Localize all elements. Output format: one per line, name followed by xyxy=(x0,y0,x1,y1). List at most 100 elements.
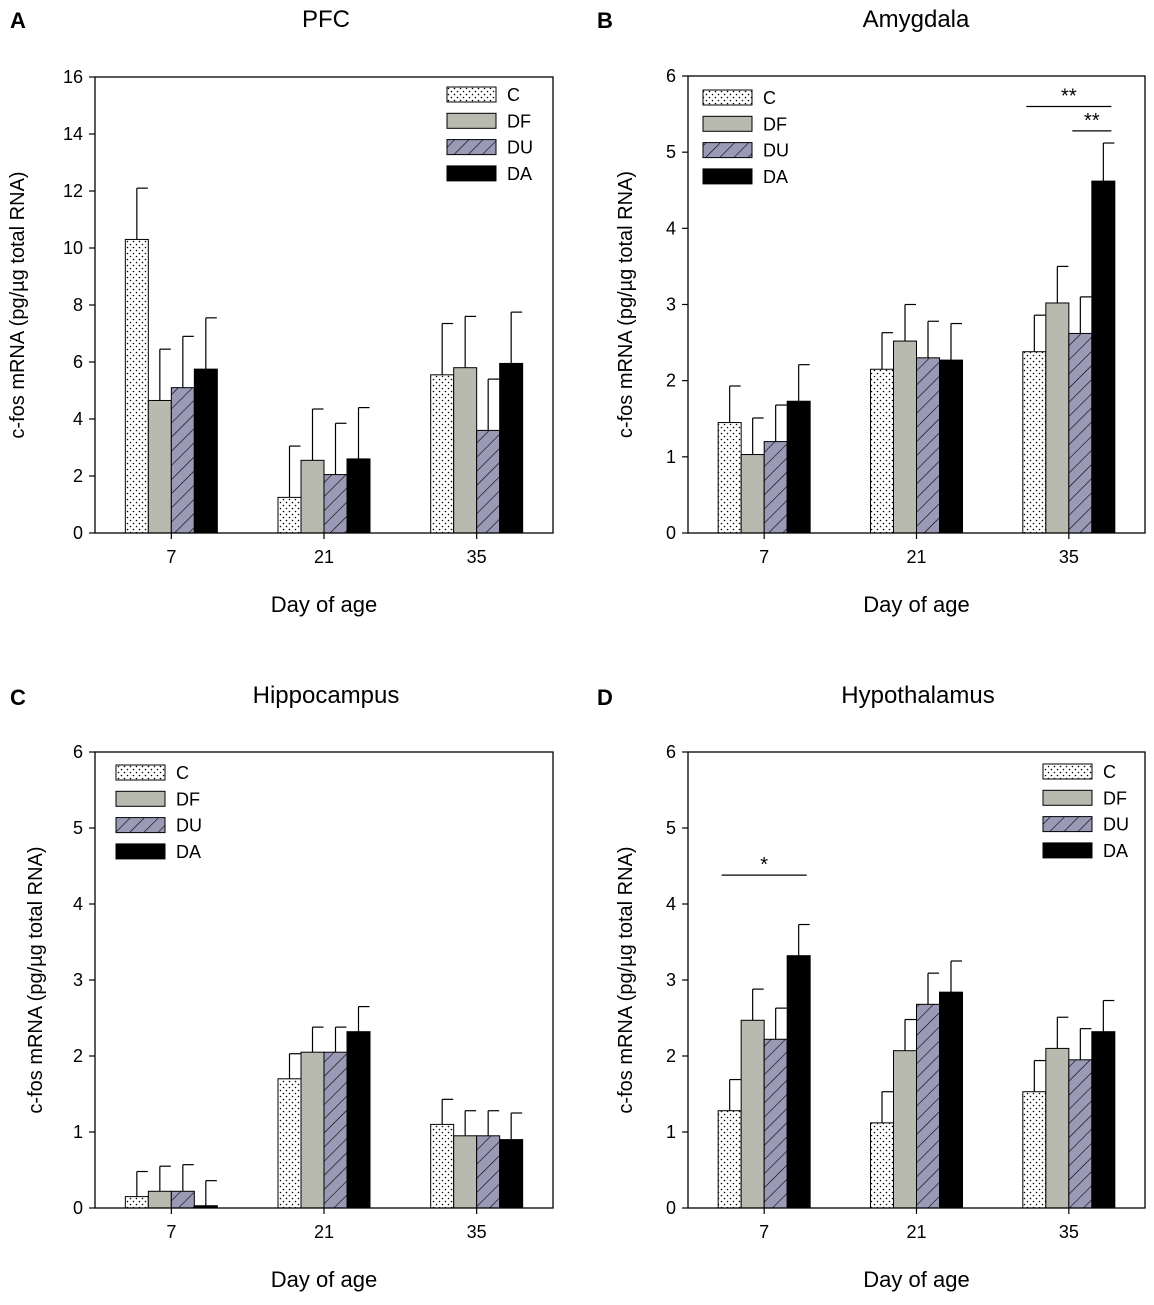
panel-title: Amygdala xyxy=(863,6,970,33)
legend-label-c: C xyxy=(176,763,189,783)
bar-c-day-21 xyxy=(870,368,894,534)
legend-label-c: C xyxy=(507,85,520,105)
y-axis-label: c-fos mRNA (pg/µg total RNA) xyxy=(7,171,29,438)
bar-du-day-21 xyxy=(916,1003,940,1209)
bar-df-day-21 xyxy=(300,1051,325,1209)
legend-label-da: DA xyxy=(176,842,201,862)
y-tick-label: 1 xyxy=(666,447,676,467)
bar-da-day-21 xyxy=(346,1031,371,1209)
y-axis-label: c-fos mRNA (pg/µg total RNA) xyxy=(615,171,637,438)
legend-swatch-da xyxy=(702,168,753,185)
legend-swatch-c xyxy=(446,86,497,103)
bar-da-day-35 xyxy=(1091,1031,1116,1209)
panel-title: Hypothalamus xyxy=(841,682,994,709)
panel-title: Hippocampus xyxy=(253,682,400,709)
legend-label-df: DF xyxy=(1103,788,1127,808)
y-axis-label: c-fos mRNA (pg/µg total RNA) xyxy=(25,846,47,1113)
bar-df-day-7 xyxy=(740,1019,765,1209)
bar-du-day-7 xyxy=(170,1190,195,1209)
bar-c-day-7 xyxy=(124,238,149,534)
x-tick-label: 35 xyxy=(467,547,487,567)
legend-label-df: DF xyxy=(176,789,200,809)
bar-du-day-35 xyxy=(1068,1059,1093,1209)
bar-c-day-7 xyxy=(124,1196,149,1209)
x-axis-label: Day of age xyxy=(271,1267,377,1292)
y-tick-label: 0 xyxy=(666,1198,676,1218)
bar-df-day-35 xyxy=(453,367,478,534)
bar-df-day-35 xyxy=(1045,302,1070,534)
y-tick-label: 1 xyxy=(73,1122,83,1142)
y-tick-label: 6 xyxy=(666,66,676,86)
x-tick-label: 35 xyxy=(467,1222,487,1242)
y-tick-label: 8 xyxy=(73,295,83,315)
y-tick-label: 2 xyxy=(73,1046,83,1066)
bar-df-day-7 xyxy=(147,1190,172,1209)
legend: C DF DU DA xyxy=(1042,762,1129,861)
legend-swatch-df xyxy=(702,115,753,132)
chart-panel-d: D Hypothalamus 0 1 2 3 4 5 6 7 21 35 Day of age c-fos… xyxy=(597,682,1146,1292)
legend-label-da: DA xyxy=(1103,841,1128,861)
significance-label: ** xyxy=(1084,110,1100,132)
bar-du-day-35 xyxy=(476,429,501,534)
y-tick-label: 3 xyxy=(666,970,676,990)
legend-label-du: DU xyxy=(763,141,789,161)
legend: C DF DU DA xyxy=(702,88,789,187)
y-tick-label: 5 xyxy=(666,142,676,162)
y-tick-label: 1 xyxy=(666,1122,676,1142)
y-axis-label: c-fos mRNA (pg/µg total RNA) xyxy=(615,846,637,1113)
y-tick-label: 0 xyxy=(666,523,676,543)
bar-df-day-7 xyxy=(740,454,765,534)
legend-swatch-c xyxy=(115,764,166,781)
legend-label-du: DU xyxy=(507,138,533,158)
legend-swatch-du xyxy=(702,142,753,159)
significance-label: ** xyxy=(1061,85,1077,107)
legend-swatch-da xyxy=(1042,842,1093,859)
y-tick-label: 10 xyxy=(63,238,83,258)
legend-swatch-du xyxy=(115,817,166,834)
legend-swatch-c xyxy=(702,89,753,106)
legend-swatch-df xyxy=(1042,789,1093,806)
bar-da-day-21 xyxy=(939,991,963,1209)
bar-du-day-7 xyxy=(763,441,788,534)
x-tick-label: 21 xyxy=(314,1222,334,1242)
y-tick-label: 6 xyxy=(666,742,676,762)
bar-da-day-21 xyxy=(939,359,963,534)
legend-label-du: DU xyxy=(176,816,202,836)
y-tick-label: 3 xyxy=(666,295,676,315)
bar-du-day-7 xyxy=(170,387,195,534)
legend-label-c: C xyxy=(763,88,776,108)
bar-df-day-21 xyxy=(300,459,325,534)
x-tick-label: 21 xyxy=(906,547,926,567)
legend: C DF DU DA xyxy=(115,763,202,862)
y-tick-label: 4 xyxy=(666,894,676,914)
y-tick-label: 12 xyxy=(63,181,83,201)
panel-letter: C xyxy=(10,685,26,710)
panel-letter: B xyxy=(597,8,613,33)
bar-da-day-7 xyxy=(786,400,811,534)
panel-title: PFC xyxy=(302,6,350,33)
y-tick-label: 16 xyxy=(63,67,83,87)
x-tick-label: 7 xyxy=(166,1222,176,1242)
panel-letter: D xyxy=(597,685,613,710)
x-axis-label: Day of age xyxy=(271,592,377,617)
legend-swatch-du xyxy=(446,139,497,156)
legend-label-df: DF xyxy=(763,114,787,134)
x-tick-label: 7 xyxy=(166,547,176,567)
bar-du-day-35 xyxy=(1068,332,1093,534)
bar-c-day-7 xyxy=(717,422,742,534)
legend-swatch-c xyxy=(1042,763,1093,780)
y-tick-label: 14 xyxy=(63,124,83,144)
y-tick-label: 3 xyxy=(73,970,83,990)
y-tick-label: 6 xyxy=(73,742,83,762)
legend-label-du: DU xyxy=(1103,815,1129,835)
x-tick-label: 7 xyxy=(759,547,769,567)
y-tick-label: 4 xyxy=(73,409,83,429)
bar-da-day-21 xyxy=(346,458,371,534)
bar-da-day-35 xyxy=(499,362,524,534)
y-tick-label: 2 xyxy=(666,1046,676,1066)
bar-da-day-35 xyxy=(1091,180,1116,534)
legend-label-da: DA xyxy=(763,167,788,187)
bar-df-day-7 xyxy=(147,399,172,534)
significance-label: * xyxy=(760,854,768,876)
